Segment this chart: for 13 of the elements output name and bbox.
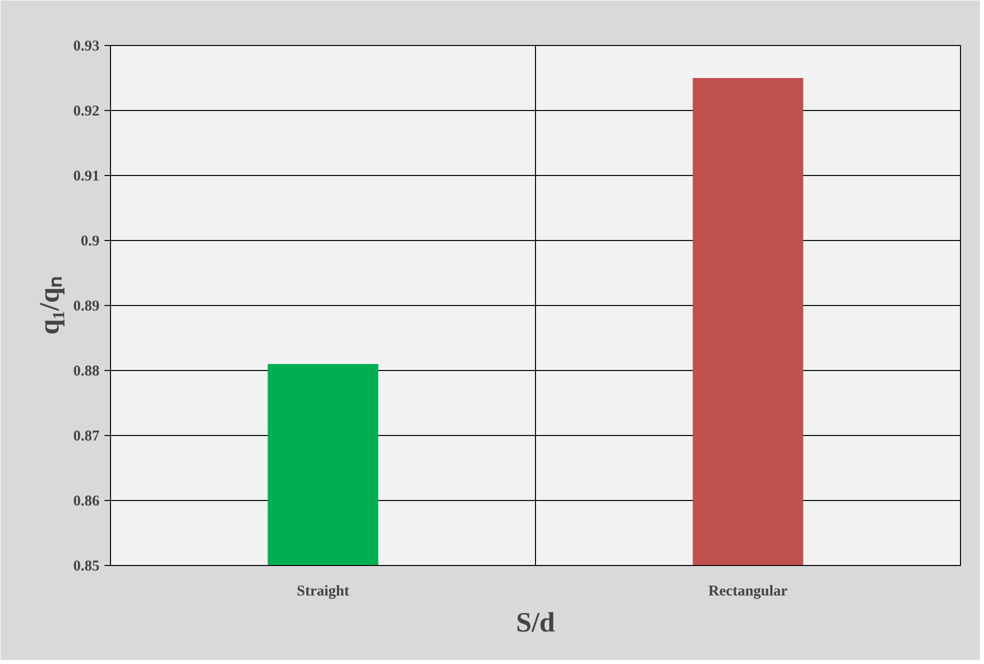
y-tick-label: 0.89 bbox=[73, 298, 100, 314]
y-tick-label: 0.86 bbox=[73, 494, 100, 510]
y-tick-label: 0.88 bbox=[73, 364, 100, 380]
y-tick-label: 0.85 bbox=[73, 558, 100, 574]
y-tick-label: 0.9 bbox=[80, 234, 100, 250]
y-axis-title: q₁/qₙ bbox=[34, 276, 66, 335]
y-tick-label: 0.91 bbox=[73, 168, 100, 184]
y-tick-label: 0.92 bbox=[73, 104, 100, 120]
x-tick-label: Straight bbox=[296, 584, 350, 600]
y-tick-label: 0.93 bbox=[73, 38, 100, 54]
y-tick-label: 0.87 bbox=[73, 428, 100, 444]
x-tick-label: Rectangular bbox=[708, 584, 788, 600]
x-axis-title: S/d bbox=[516, 608, 556, 638]
